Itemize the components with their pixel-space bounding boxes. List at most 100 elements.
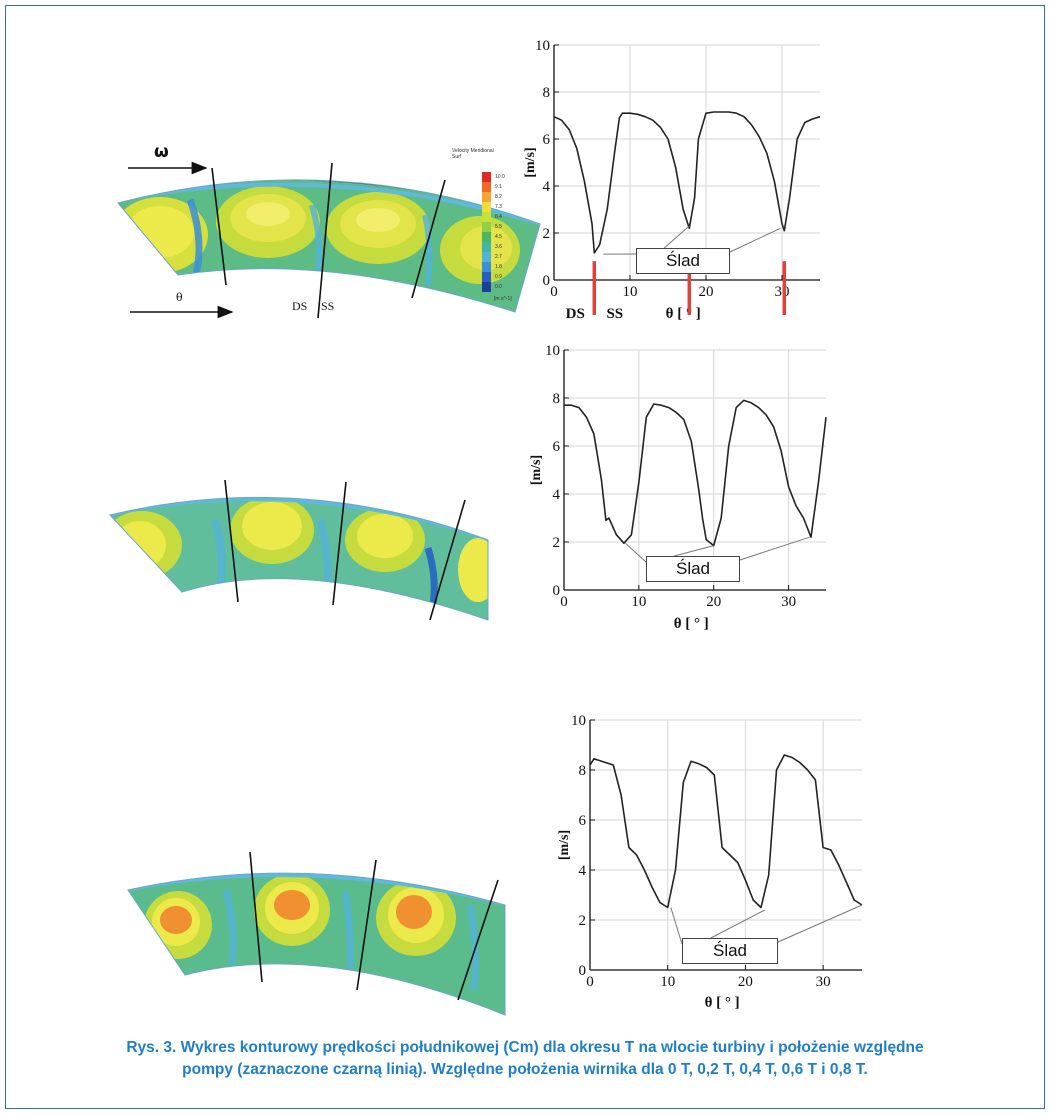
colorbar-tick-label: 6.4 xyxy=(495,214,502,220)
colorbar-tick-label: 0.0 xyxy=(495,284,502,290)
x-axis-label: θ [ ° ] xyxy=(674,616,709,632)
velocity-chart-2: 0 2 4 6 8 10 0 10 20 30 [m/s] θ [ ° ] xyxy=(529,343,827,632)
x-tick-label: 30 xyxy=(781,594,796,610)
chart-ds-label: DS xyxy=(566,306,585,322)
x-tick-label: 0 xyxy=(560,594,568,610)
colorbar-swatch xyxy=(482,282,491,292)
x-tick-label: 0 xyxy=(586,974,594,990)
colorbar-unit: [m s^-1] xyxy=(494,296,512,302)
x-axis-label: θ [ ° ] xyxy=(666,306,701,322)
x-tick-label: 10 xyxy=(631,594,646,610)
theta-label: θ xyxy=(176,291,183,304)
colorbar-tick-label: 7.3 xyxy=(495,204,502,210)
colorbar-swatch xyxy=(482,272,491,282)
x-tick-label: 20 xyxy=(699,284,714,300)
y-tick-label: 6 xyxy=(553,439,561,455)
colorbar-swatch xyxy=(482,222,491,232)
colorbar-swatch xyxy=(482,182,491,192)
blade-line xyxy=(332,481,347,606)
annotation-pointer xyxy=(670,907,683,945)
colorbar-tick-label: 8.2 xyxy=(495,194,502,200)
contour-panel-2 xyxy=(109,479,489,621)
ds-label: DS xyxy=(292,299,307,313)
ss-label: SS xyxy=(321,299,334,313)
x-tick-label: 10 xyxy=(623,284,638,300)
colorbar-tick-label: 2.7 xyxy=(495,254,502,260)
y-tick-label: 4 xyxy=(543,179,551,195)
contour-panel-3 xyxy=(127,851,506,1016)
x-axis-label: θ [ ° ] xyxy=(705,995,740,1011)
y-axis-label: [m/s] xyxy=(557,830,572,860)
colorbar-tick-label: 1.8 xyxy=(495,264,502,270)
omega-label: ω xyxy=(154,142,169,162)
colorbar-swatch xyxy=(482,252,491,262)
caption-line-1: Rys. 3. Wykres konturowy prędkości połud… xyxy=(126,1039,924,1056)
annotation-pointer xyxy=(777,904,863,943)
velocity-curve xyxy=(589,754,863,909)
y-tick-label: 10 xyxy=(535,38,550,54)
y-tick-label: 8 xyxy=(543,85,551,101)
y-tick-label: 6 xyxy=(579,813,587,829)
blade-line xyxy=(457,879,499,1001)
velocity-curve xyxy=(564,399,827,547)
colorbar-tick-label: 0.9 xyxy=(495,274,502,280)
y-tick-label: 2 xyxy=(553,535,561,551)
colorbar-tick-label: 3.6 xyxy=(495,244,502,250)
velocity-curve xyxy=(553,111,821,254)
y-tick-label: 4 xyxy=(579,863,587,879)
y-tick-label: 2 xyxy=(579,913,587,929)
colorbar-legend: Velocity Meridional Surf 10.0 9.1 8.2 7.3 6.… xyxy=(452,148,512,302)
x-tick-label: 20 xyxy=(738,974,753,990)
y-tick-label: 0 xyxy=(553,583,561,599)
blade-line xyxy=(356,859,377,991)
x-tick-label: 10 xyxy=(660,974,675,990)
y-tick-label: 2 xyxy=(543,226,551,242)
colorbar-tick-label: 9.1 xyxy=(495,184,502,190)
annotation-pointer xyxy=(674,545,714,557)
blade-line xyxy=(429,499,466,621)
y-axis-label: [m/s] xyxy=(523,147,538,177)
contour-panel-1: ω θ DS SS Velocity Meridional Surf 10.0 9… xyxy=(117,142,541,319)
colorbar-swatch xyxy=(482,172,491,182)
x-tick-label: 30 xyxy=(816,974,831,990)
y-tick-label: 0 xyxy=(543,273,551,289)
velocity-chart-1: 0 2 4 6 8 10 0 10 20 30 [m/s] θ [ ° ] DS SS xyxy=(523,38,821,322)
velocity-chart-3: 0 2 4 6 8 10 0 10 20 30 [m/s] θ [ ° ] xyxy=(557,713,863,1011)
x-tick-label: 20 xyxy=(706,594,721,610)
colorbar-tick-label: 4.5 xyxy=(495,234,502,240)
blade-line xyxy=(317,162,333,319)
blade-line xyxy=(411,179,446,299)
figure-caption: Rys. 3. Wykres konturowy prędkości połud… xyxy=(30,1037,1020,1081)
legend-subtitle: Surf xyxy=(452,154,462,160)
annotation-pointer xyxy=(729,227,781,253)
y-tick-label: 6 xyxy=(543,132,551,148)
slad-annotation-3: Ślad xyxy=(682,938,778,964)
y-tick-label: 0 xyxy=(579,963,587,979)
colorbar-tick-label: 10.0 xyxy=(495,174,505,180)
x-tick-label: 0 xyxy=(550,284,558,300)
caption-line-2: pompy (zaznaczone czarną linią). Względn… xyxy=(182,1061,868,1078)
y-tick-label: 4 xyxy=(553,487,561,503)
annotation-pointer xyxy=(625,542,647,563)
blade-line xyxy=(211,167,227,286)
y-tick-label: 10 xyxy=(571,713,586,729)
y-tick-label: 8 xyxy=(553,391,561,407)
colorbar-tick-label: 5.5 xyxy=(495,224,502,230)
colorbar-swatch xyxy=(482,262,491,272)
colorbar-swatch xyxy=(482,212,491,222)
x-tick-label: 30 xyxy=(775,284,790,300)
y-tick-label: 8 xyxy=(579,763,587,779)
figure-canvas: ω θ DS SS Velocity Meridional Surf 10.0 9… xyxy=(109,38,863,1016)
blade-line xyxy=(249,851,263,983)
figure-frame xyxy=(5,5,1045,1109)
colorbar-swatch xyxy=(482,232,491,242)
slad-annotation-1: Ślad xyxy=(636,248,730,274)
annotation-pointer xyxy=(663,225,690,249)
annotation-pointer xyxy=(710,909,766,939)
colorbar-swatch xyxy=(482,192,491,202)
legend-title: Velocity Meridional xyxy=(452,148,494,154)
colorbar-swatch xyxy=(482,242,491,252)
colorbar-swatch xyxy=(482,202,491,212)
slad-annotation-2: Ślad xyxy=(646,556,740,582)
y-tick-label: 10 xyxy=(545,343,560,359)
